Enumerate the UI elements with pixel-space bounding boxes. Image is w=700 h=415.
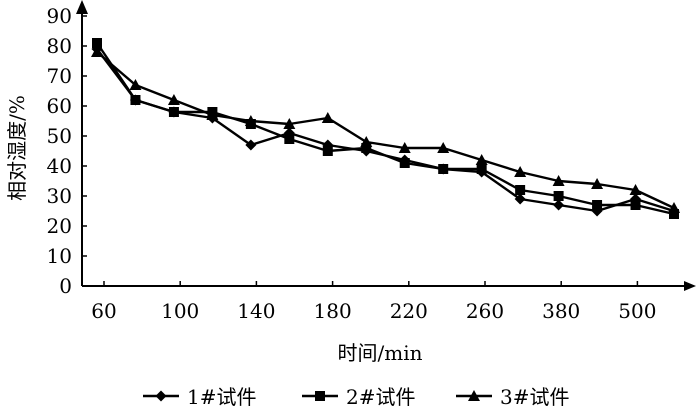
- y-tick-label: 10: [47, 244, 72, 268]
- axes: [76, 0, 696, 291]
- y-tick-label: 60: [47, 94, 72, 118]
- series-2-point: [515, 185, 526, 195]
- series-3-point: [514, 166, 527, 177]
- series-1-point: [245, 139, 257, 151]
- series-2-point: [130, 95, 141, 105]
- series-3-point: [437, 142, 450, 153]
- series-3-point: [552, 175, 565, 186]
- x-axis-ticks: 60 100 140 180 220 260 380 500: [91, 281, 656, 323]
- series-3-point: [129, 79, 142, 90]
- series-3-point: [475, 154, 488, 165]
- series-2-point: [476, 164, 487, 174]
- series-2-point: [399, 158, 410, 168]
- series-2-point: [284, 134, 295, 144]
- x-tick-label: 100: [161, 299, 199, 323]
- y-tick-label: 90: [47, 4, 72, 28]
- y-tick-label: 0: [59, 274, 72, 298]
- series-2-point: [630, 200, 641, 210]
- series-3-point: [167, 94, 180, 105]
- series-3-point: [91, 46, 103, 57]
- x-tick-label: 140: [237, 299, 275, 323]
- series-3-point: [321, 112, 334, 123]
- series-3-point: [244, 115, 257, 126]
- y-axis-arrow: [76, 0, 88, 14]
- legend-label: 1#试件: [187, 385, 256, 409]
- series-2-point: [669, 209, 679, 219]
- series-layer: [91, 38, 680, 219]
- x-tick-label: 60: [91, 299, 116, 323]
- x-tick-label: 180: [314, 299, 352, 323]
- series-2-point: [168, 107, 179, 117]
- y-tick-label: 50: [47, 124, 72, 148]
- series-3-point: [668, 202, 680, 213]
- y-axis-ticks: 0 10 20 30 40 50 60 70 80 90: [47, 4, 87, 298]
- series-3-point: [283, 118, 296, 129]
- y-tick-label: 70: [47, 64, 72, 88]
- series-3-point: [206, 109, 219, 120]
- series-2-point: [438, 164, 449, 174]
- series-1-point: [553, 199, 565, 211]
- x-axis-title: 时间/min: [338, 341, 423, 365]
- y-tick-label: 80: [47, 34, 72, 58]
- legend: 1#试件 2#试件 3#试件: [143, 385, 569, 409]
- x-axis-arrow: [684, 281, 696, 291]
- legend-label: 2#试件: [346, 385, 415, 409]
- series-2-point: [322, 146, 333, 156]
- y-tick-label: 30: [47, 184, 72, 208]
- legend-item-3: 3#试件: [456, 385, 569, 409]
- x-tick-label: 500: [618, 299, 656, 323]
- series-3-point: [629, 184, 642, 195]
- series-line-2: [96, 42, 675, 216]
- series-line-1: [96, 48, 675, 213]
- legend-label: 3#试件: [500, 385, 569, 409]
- legend-item-2: 2#试件: [302, 385, 415, 409]
- y-tick-label: 20: [47, 214, 72, 238]
- series-2-point: [553, 191, 564, 201]
- x-tick-label: 260: [466, 299, 504, 323]
- series-2-point: [592, 200, 603, 210]
- series-2-point: [361, 143, 372, 153]
- legend-marker: [315, 391, 325, 401]
- series-2-point: [92, 38, 102, 48]
- series-3-point: [398, 142, 411, 153]
- series-3-point: [591, 178, 604, 189]
- series-2: [92, 38, 679, 219]
- series-3-point: [360, 136, 373, 147]
- series-3: [91, 46, 680, 213]
- series-1: [91, 43, 680, 217]
- series-1-point: [514, 193, 526, 205]
- y-tick-label: 40: [47, 154, 72, 178]
- y-axis-title: 相对湿度/%: [5, 95, 29, 201]
- x-tick-label: 220: [390, 299, 428, 323]
- series-line-3: [96, 51, 675, 210]
- legend-marker: [468, 390, 480, 401]
- x-tick-label: 380: [542, 299, 580, 323]
- legend-item-1: 1#试件: [143, 385, 256, 409]
- legend-marker: [155, 390, 167, 402]
